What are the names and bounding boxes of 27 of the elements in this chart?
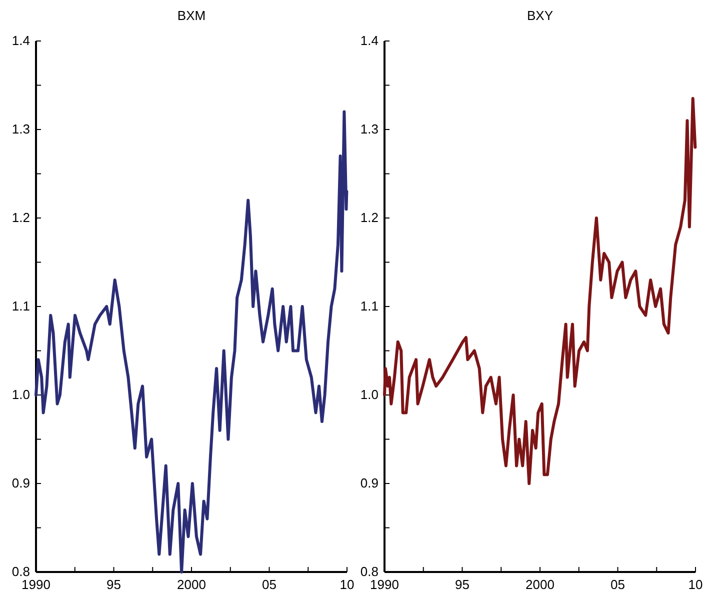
x-tick-label: 2000: [177, 577, 206, 592]
y-tick-label: 1.0: [12, 387, 30, 402]
x-tick-label: 05: [262, 577, 276, 592]
y-tick-label: 1.2: [12, 210, 30, 226]
y-tick-label: 0.8: [360, 564, 378, 580]
y-tick-label: 0.9: [12, 476, 30, 491]
y-tick-label: 1.1: [12, 298, 30, 314]
chart-title: BXY: [526, 8, 554, 23]
y-tick-label: 1.2: [360, 210, 378, 226]
y-tick-label: 1.0: [360, 387, 378, 402]
x-tick-label: 1990: [22, 577, 50, 592]
x-tick-label: 1990: [370, 577, 399, 592]
y-tick-label: 1.4: [12, 33, 30, 48]
y-tick-label: 1.4: [360, 33, 378, 48]
x-tick-label: 95: [455, 577, 470, 592]
x-tick-label: 10: [340, 577, 354, 592]
chart-title: BXM: [177, 8, 206, 23]
line-series: [383, 97, 697, 485]
y-tick-label: 1.3: [12, 122, 30, 137]
x-tick-label: 10: [688, 577, 703, 592]
y-tick-label: 1.1: [360, 298, 378, 314]
x-tick-label: 95: [106, 577, 121, 592]
y-tick-label: 1.3: [360, 122, 378, 137]
y-tick-label: 0.8: [12, 564, 30, 580]
x-tick-label: 05: [610, 577, 625, 592]
x-tick-label: 2000: [526, 577, 554, 592]
y-tick-label: 0.9: [360, 476, 378, 491]
